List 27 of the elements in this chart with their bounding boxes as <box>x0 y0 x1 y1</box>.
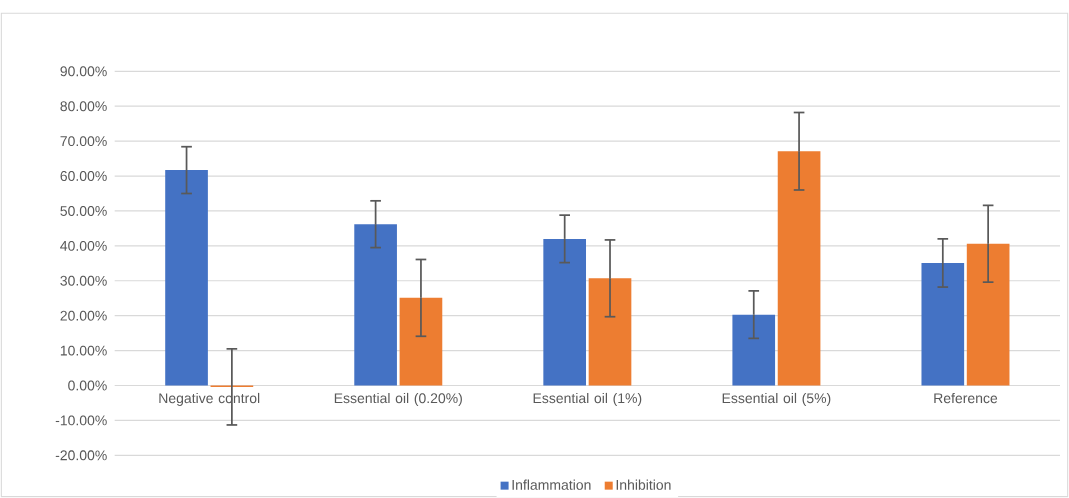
y-tick-label: 80.00% <box>60 101 107 112</box>
x-tick-label: Essential oil (5%) <box>722 392 831 406</box>
y-tick-label: 50.00% <box>60 206 107 216</box>
bar <box>399 297 443 386</box>
bar <box>777 151 821 386</box>
y-tick-label: 10.00% <box>60 345 107 356</box>
y-tick-label: 0.00% <box>68 380 107 391</box>
y-tick-label: 90.00% <box>60 66 107 77</box>
x-tick-label: Essential oil (0.20%) <box>334 392 462 406</box>
bar <box>165 170 208 386</box>
y-tick-label: 60.00% <box>60 171 107 181</box>
bar <box>588 278 632 386</box>
bar <box>732 314 776 386</box>
y-tick-label: -10.00% <box>55 415 107 426</box>
y-tick-label: 30.00% <box>60 275 107 286</box>
legend-label: Inhibition <box>616 479 671 490</box>
x-tick-label: Reference <box>934 392 998 404</box>
y-tick-label: -20.00% <box>55 450 107 461</box>
y-tick-label: 70.00% <box>60 136 107 147</box>
y-tick-label: 20.00% <box>60 310 107 321</box>
bar <box>966 243 1010 386</box>
bar <box>921 262 965 386</box>
y-tick-label: 40.00% <box>60 240 107 251</box>
x-tick-label: Essential oil (1%) <box>533 392 642 406</box>
bar <box>543 238 587 386</box>
bar <box>354 224 397 386</box>
legend-label: Inflammation <box>512 479 591 490</box>
